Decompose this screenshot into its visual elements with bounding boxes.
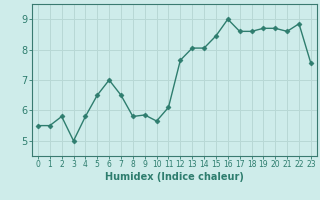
X-axis label: Humidex (Indice chaleur): Humidex (Indice chaleur) — [105, 172, 244, 182]
